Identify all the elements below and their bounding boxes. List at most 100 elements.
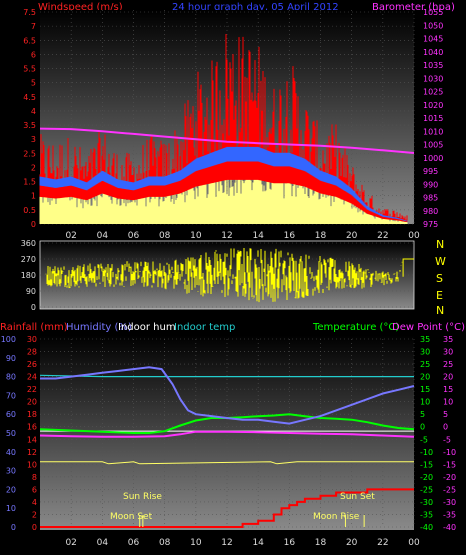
barometer-axis-title: Barometer (hpa) [372,2,455,13]
windspeed-tick: 5 [31,79,36,88]
temperature-tick: -10 [420,448,433,457]
windspeed-tick: 1 [31,192,36,201]
windspeed-tick: 3 [31,135,36,144]
bottom-hour-tick-labels: 02 04 06 08 10 12 14 16 18 20 22 00 [65,538,420,548]
hour-tick: 10 [190,538,202,548]
barometer-tick: 1025 [423,88,443,97]
temperature-tick: -30 [420,498,433,507]
sun-rise-label: Sun Rise [123,492,162,502]
dew-point-tick: 20 [443,373,453,382]
barometer-tick: 1035 [423,61,443,70]
barometer-tick: 1005 [423,141,443,150]
compass-s: S [436,272,443,285]
humidity-tick: 100 [1,335,16,344]
windspeed-tick: 5.5 [23,65,36,74]
temperature-tick: 15 [420,385,430,394]
barometer-tick: 985 [423,194,438,203]
rainfall-tick: 16 [27,423,37,432]
compass-w: W [435,255,446,268]
windspeed-tick-labels: 0 0.5 1 1.5 2 2.5 3 3.5 4 4.5 5 5.5 6 6.5 7 7.5 [23,8,36,229]
dew-point-tick: 30 [443,348,453,357]
rainfall-tick: 22 [27,385,37,394]
temperature-tick: 5 [420,410,425,419]
hour-tick: 04 [97,231,109,241]
dew-point-line [39,430,415,438]
compass-labels: N W S E N [435,238,446,317]
windspeed-tick: 0 [31,220,36,229]
humidity-tick: 80 [6,373,16,382]
temperature-line [39,413,415,434]
dew-point-axis-title: Dew Point (°C) [392,322,465,333]
humidity-tick: 70 [6,391,16,400]
hour-tick: 02 [65,538,76,548]
temperature-tick: 20 [420,373,430,382]
rainfall-tick: 26 [27,360,37,369]
hour-tick: 20 [346,231,358,241]
compass-n-top: N [436,238,444,251]
temp-series [39,366,415,528]
dew-point-tick: -20 [443,473,456,482]
barometer-tick: 1030 [423,74,443,83]
windspeed-tick: 4.5 [23,93,36,102]
moon-rise-label: Moon Rise [313,512,360,522]
dew-point-tick: -15 [443,460,456,469]
windspeed-tick: 6.5 [23,36,36,45]
hour-tick: 14 [252,231,264,241]
temperature-tick: 35 [420,335,430,344]
barometer-tick: 1050 [423,21,443,30]
temperature-tick: -15 [420,460,433,469]
rainfall-axis-title: Rainfall (mm) [0,322,68,333]
dew-point-tick: 35 [443,335,453,344]
hour-tick: 12 [221,538,232,548]
temperature-tick: -35 [420,510,433,519]
dew-point-tick: 15 [443,385,453,394]
barometer-tick: 990 [423,180,438,189]
barometer-tick: 1040 [423,48,443,57]
moon-set-label: Moon Set [110,512,153,522]
barometer-tick: 995 [423,167,438,176]
hour-tick: 04 [97,538,109,548]
temp-humidity-panel: Rainfall (mm) Humidity (%) Indoor hum In… [0,322,465,548]
sun-set-label: Sun Set [340,492,375,502]
humidity-tick-labels: 0 10 20 30 40 50 60 70 80 90 100 [1,335,16,532]
hour-tick: 22 [377,538,388,548]
direction-tick: 90 [26,287,36,296]
wind-direction-panel: 0 90 180 270 360 N W S E N [21,238,446,317]
hour-tick: 10 [190,231,202,241]
hour-tick: 08 [159,231,171,241]
dew-point-tick: 25 [443,360,453,369]
rainfall-tick: 28 [27,348,37,357]
dew-point-tick: -30 [443,498,456,507]
barometer-tick: 1045 [423,35,443,44]
humidity-tick: 30 [6,467,16,476]
windspeed-tick: 3.5 [23,121,36,130]
temperature-tick: 30 [420,348,430,357]
rainfall-tick: 0 [32,523,37,532]
rainfall-tick: 12 [27,448,37,457]
dew-point-tick: -5 [443,435,451,444]
dew-point-tick-labels: -40 -35 -30 -25 -20 -15 -10 -5 0 5 10 15 20 25 30 35 [443,335,456,532]
windspeed-tick: 7 [31,22,36,31]
temperature-tick: -40 [420,523,433,532]
rainfall-tick: 24 [27,373,37,382]
rainfall-tick: 18 [27,410,37,419]
hour-tick: 16 [284,231,296,241]
dew-point-tick: 10 [443,398,453,407]
dew-point-tick: -40 [443,523,456,532]
barometer-tick: 1015 [423,114,443,123]
dew-point-tick: -25 [443,485,456,494]
hour-tick: 06 [128,231,140,241]
temperature-tick: 10 [420,398,430,407]
wind-average-series [39,146,408,222]
temperature-tick: -20 [420,473,433,482]
direction-series [45,248,414,303]
direction-tick: 360 [21,239,36,248]
windspeed-tick: 7.5 [23,8,36,17]
windspeed-tick: 1.5 [23,178,36,187]
rainfall-tick: 8 [32,473,37,482]
barometer-line [39,127,415,154]
windspeed-tick: 2.5 [23,149,36,158]
barometer-tick: 1010 [423,127,443,136]
hour-tick: 02 [65,231,76,241]
